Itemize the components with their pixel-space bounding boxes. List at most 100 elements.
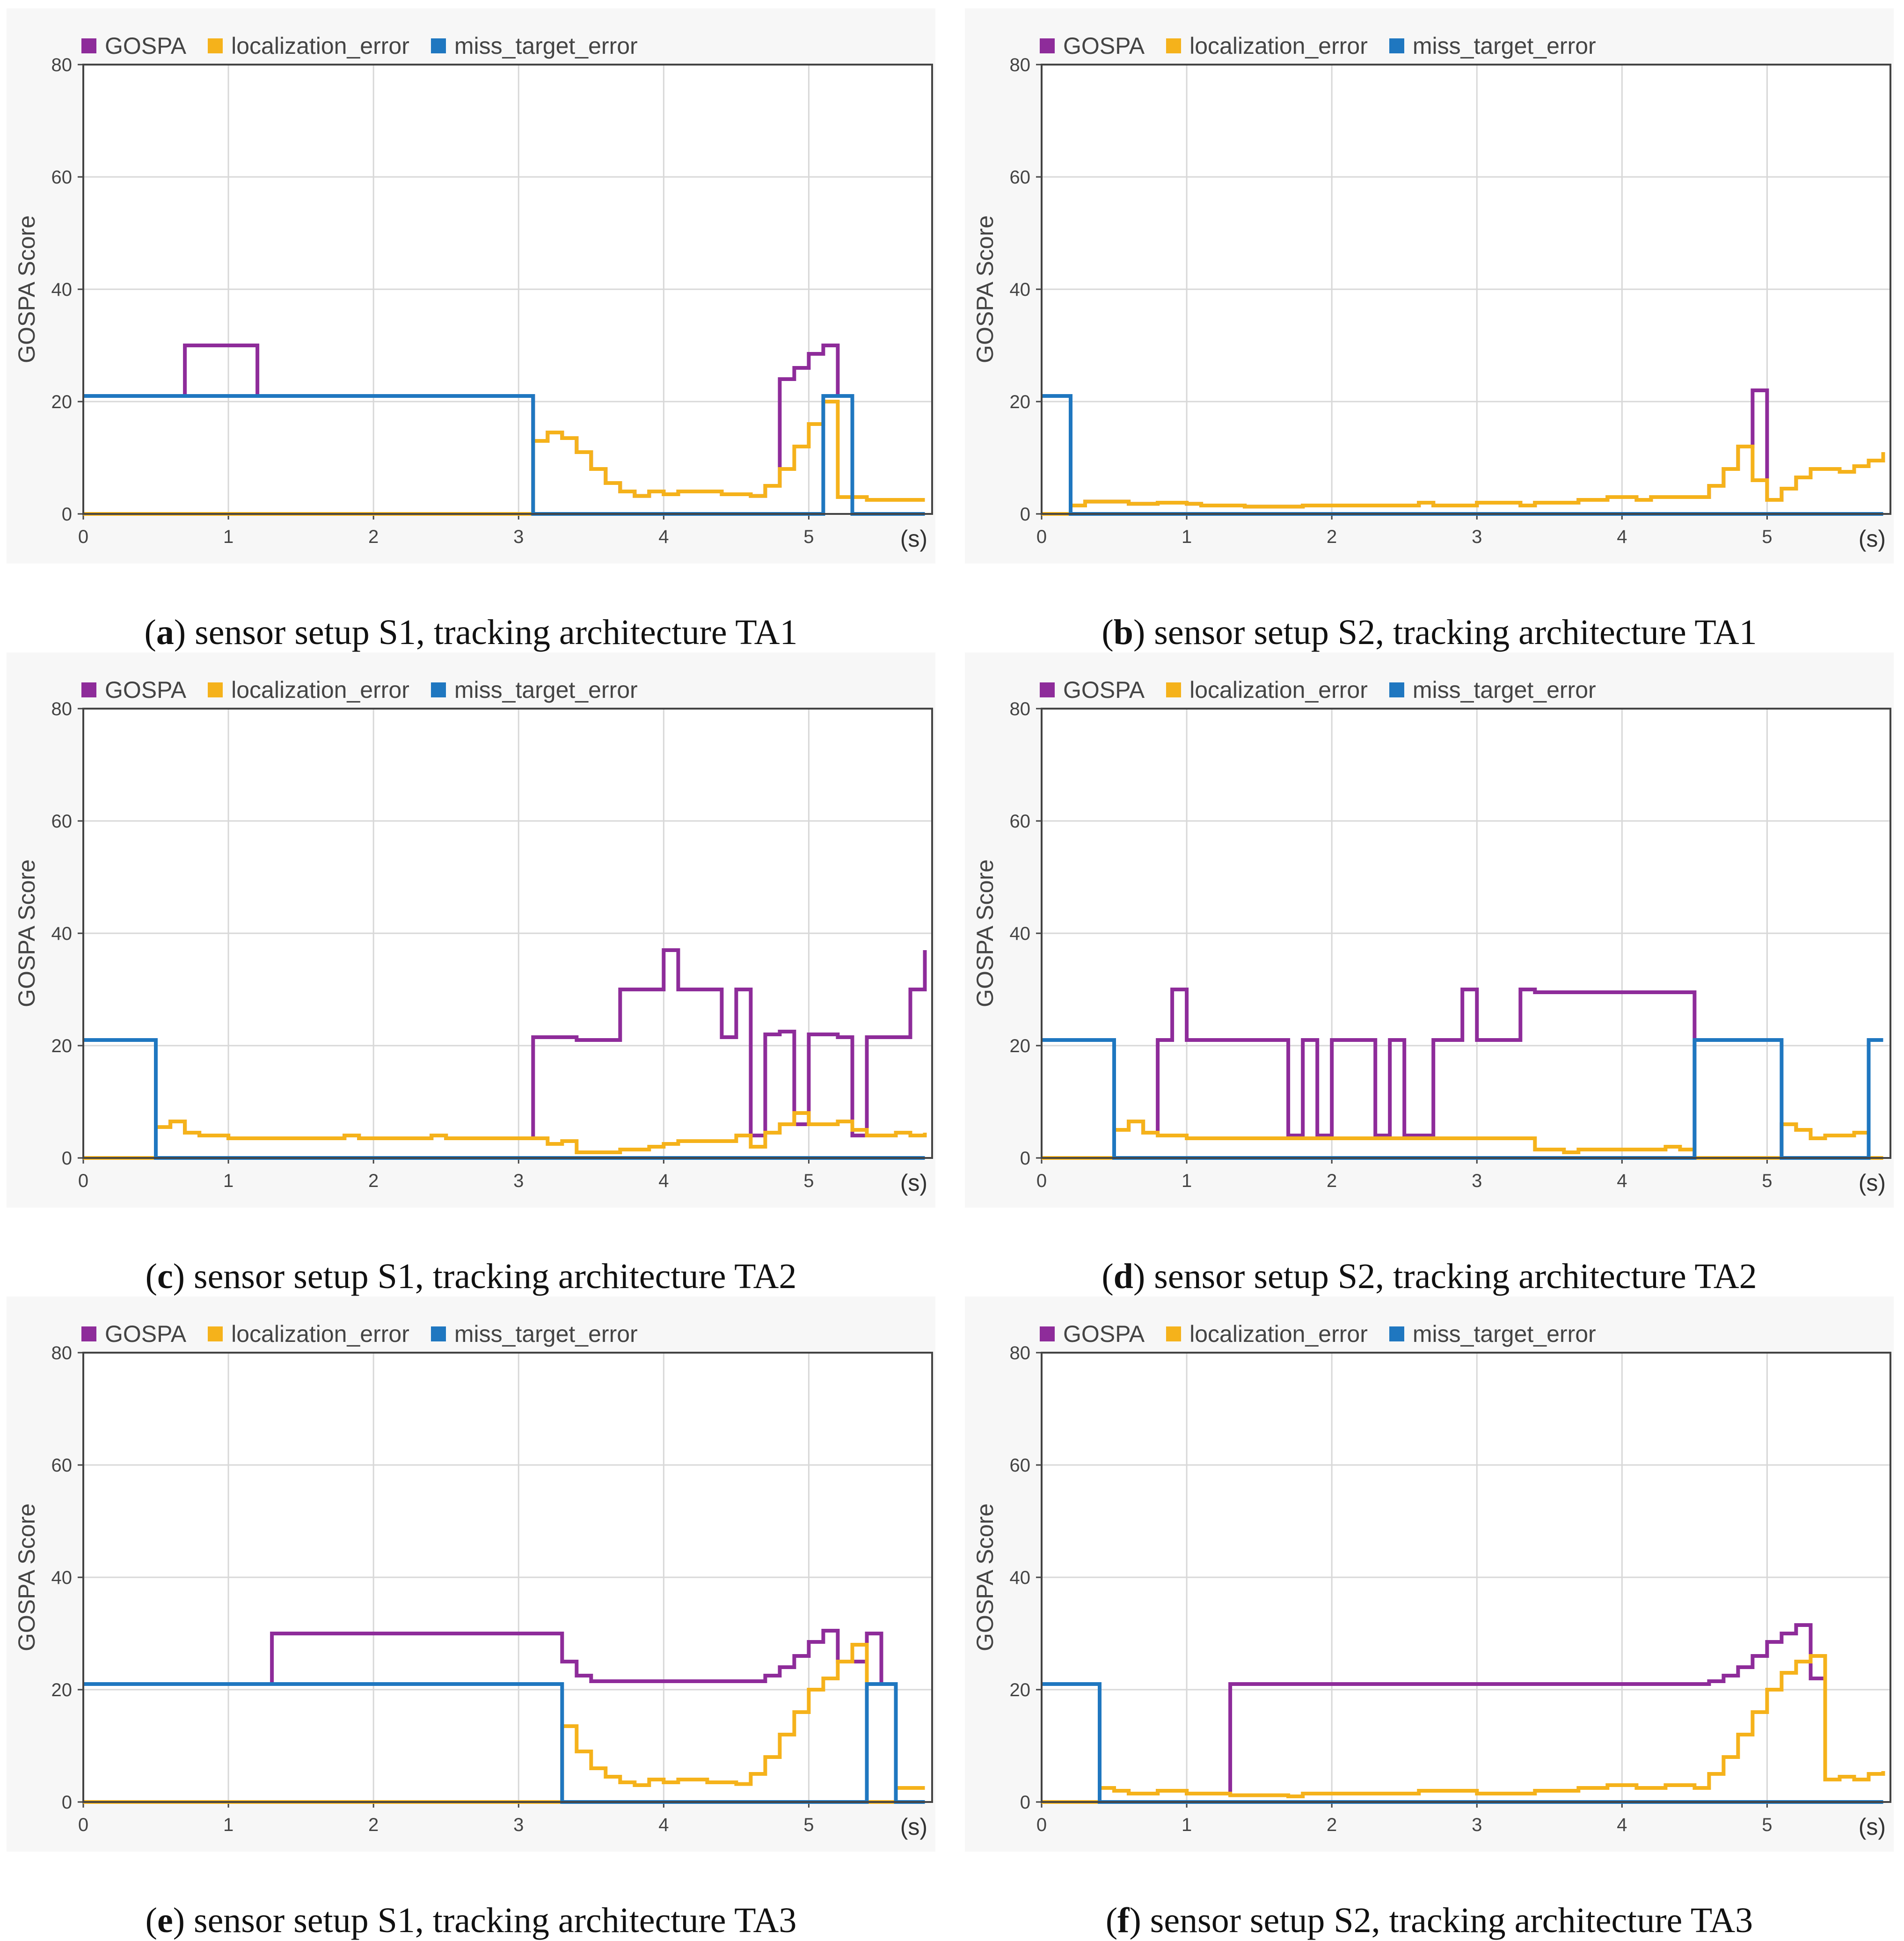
chart-f-caption: (f) sensor setup S2, tracking architectu…	[965, 1900, 1894, 1941]
legend-item-miss-target-error[interactable]: miss_target_error	[430, 1320, 638, 1348]
chart-b-panel: GOSPA localization_error miss_target_error…	[965, 8, 1894, 564]
x-tick-label: 2	[368, 527, 379, 547]
legend-label: localization_error	[1189, 33, 1368, 59]
y-tick-label: 60	[1010, 1455, 1031, 1476]
legend-swatch	[1389, 682, 1404, 697]
series-line-localization-error	[1042, 1654, 1885, 1804]
x-tick-label: 0	[1036, 1171, 1047, 1191]
legend-item-miss-target-error[interactable]: miss_target_error	[430, 676, 638, 703]
y-axis-title: GOSPA Score	[14, 1503, 40, 1651]
legend-item-localization-error[interactable]: localization_error	[208, 32, 409, 59]
plot-frame	[82, 64, 933, 515]
legend-item-localization-error[interactable]: localization_error	[208, 676, 409, 703]
x-tick-label: 1	[223, 1171, 233, 1191]
legend-label: GOSPA	[105, 1321, 187, 1347]
legend-item-miss-target-error[interactable]: miss_target_error	[1389, 676, 1596, 703]
legend-item-miss-target-error[interactable]: miss_target_error	[430, 32, 638, 59]
y-axis-title: GOSPA Score	[972, 215, 998, 363]
legend-swatch	[81, 1326, 96, 1341]
caption-text: ) sensor setup S1, tracking architecture…	[173, 1257, 797, 1296]
x-axis-unit: (s)	[1859, 526, 1886, 552]
x-tick-label: 1	[223, 1815, 233, 1835]
y-tick-label: 0	[62, 1792, 72, 1813]
y-axis-title: GOSPA Score	[14, 859, 40, 1007]
x-axis-unit: (s)	[1859, 1814, 1886, 1840]
legend-item-localization-error[interactable]: localization_error	[1166, 1320, 1368, 1348]
legend-item-miss-target-error[interactable]: miss_target_error	[1389, 1320, 1596, 1348]
y-axis-title: GOSPA Score	[972, 859, 998, 1007]
chart-d-plot: 0 1 2 3 4 5 0 20 40 60 80 GOSPA Score (s)	[972, 699, 1891, 1196]
legend-item-localization-error[interactable]: localization_error	[1166, 32, 1368, 59]
legend-item-localization-error[interactable]: localization_error	[208, 1320, 409, 1348]
legend-label: miss_target_error	[454, 677, 638, 703]
chart-b-caption: (b) sensor setup S2, tracking architectu…	[965, 612, 1894, 653]
caption-open-paren: (	[144, 613, 156, 652]
x-tick-label: 4	[658, 1815, 669, 1835]
x-axis-unit: (s)	[900, 1814, 927, 1840]
x-tick-label: 2	[1327, 1815, 1337, 1835]
y-tick-label: 0	[1020, 504, 1030, 525]
x-tick-label: 3	[1472, 1815, 1482, 1835]
x-tick-label: 4	[1617, 1171, 1627, 1191]
y-tick-label: 40	[1010, 923, 1031, 944]
y-tick-label: 0	[1020, 1792, 1030, 1813]
legend-item-gospa[interactable]: GOSPA	[81, 32, 186, 59]
legend-swatch	[208, 1326, 223, 1341]
y-tick-label: 60	[51, 811, 73, 832]
plot-frame	[1041, 708, 1891, 1159]
legend-label: GOSPA	[105, 677, 187, 703]
caption-text: ) sensor setup S2, tracking architecture…	[1133, 613, 1757, 652]
legend-item-gospa[interactable]: GOSPA	[81, 676, 186, 703]
chart-a-panel: GOSPA localization_error miss_target_error…	[7, 8, 935, 564]
panel-letter: b	[1113, 613, 1133, 652]
chart-f-panel: GOSPA localization_error miss_target_error…	[965, 1296, 1894, 1852]
x-tick-label: 0	[78, 1171, 88, 1191]
y-tick-label: 40	[51, 1567, 73, 1588]
y-tick-label: 40	[51, 923, 73, 944]
x-tick-label: 3	[513, 1171, 524, 1191]
legend-swatch	[1040, 682, 1055, 697]
legend-item-localization-error[interactable]: localization_error	[1166, 676, 1368, 703]
y-axis-title: GOSPA Score	[972, 1503, 998, 1651]
x-tick-label: 0	[1036, 527, 1047, 547]
caption-open-paren: (	[1102, 613, 1114, 652]
series-line-localization-error	[83, 400, 925, 516]
legend-swatch	[1166, 38, 1182, 53]
x-tick-label: 5	[1762, 1815, 1772, 1835]
caption-text: ) sensor setup S2, tracking architecture…	[1129, 1901, 1753, 1940]
caption-open-paren: (	[1105, 1901, 1118, 1940]
legend: GOSPA localization_error miss_target_error	[1040, 1306, 1618, 1362]
series-line-localization-error	[83, 1643, 925, 1804]
caption-open-paren: (	[145, 1257, 157, 1296]
legend-item-gospa[interactable]: GOSPA	[81, 1320, 186, 1348]
legend-item-gospa[interactable]: GOSPA	[1040, 1320, 1145, 1348]
legend-item-gospa[interactable]: GOSPA	[1040, 32, 1145, 59]
caption-open-paren: (	[1102, 1257, 1114, 1296]
y-tick-label: 40	[1010, 279, 1031, 300]
x-tick-label: 0	[78, 1815, 88, 1835]
y-tick-label: 80	[51, 55, 73, 75]
legend-item-miss-target-error[interactable]: miss_target_error	[1389, 32, 1596, 59]
caption-open-paren: (	[145, 1901, 157, 1940]
x-tick-label: 5	[803, 1171, 814, 1191]
legend-label: miss_target_error	[454, 33, 638, 59]
x-tick-label: 3	[1472, 527, 1482, 547]
series-line-localization-error	[83, 1111, 927, 1160]
x-tick-label: 3	[513, 527, 524, 547]
x-tick-label: 4	[1617, 1815, 1627, 1835]
x-axis-unit: (s)	[900, 1170, 927, 1196]
x-tick-label: 1	[1182, 1815, 1192, 1835]
legend-item-gospa[interactable]: GOSPA	[1040, 676, 1145, 703]
y-tick-label: 60	[1010, 167, 1031, 188]
x-tick-label: 2	[1327, 1171, 1337, 1191]
legend: GOSPA localization_error miss_target_error	[81, 662, 659, 718]
y-tick-label: 20	[1010, 1036, 1031, 1056]
y-tick-label: 80	[51, 699, 73, 719]
y-tick-label: 80	[1010, 1343, 1031, 1363]
series-line-localization-error	[1042, 1120, 1883, 1160]
legend-swatch	[1389, 38, 1404, 53]
chart-a-plot: 0 1 2 3 4 5 0 20 40 60 80 GOSPA Score (s)	[14, 55, 933, 552]
legend-swatch	[208, 682, 223, 697]
legend-label: miss_target_error	[1412, 677, 1596, 703]
plot-frame	[1041, 64, 1891, 515]
